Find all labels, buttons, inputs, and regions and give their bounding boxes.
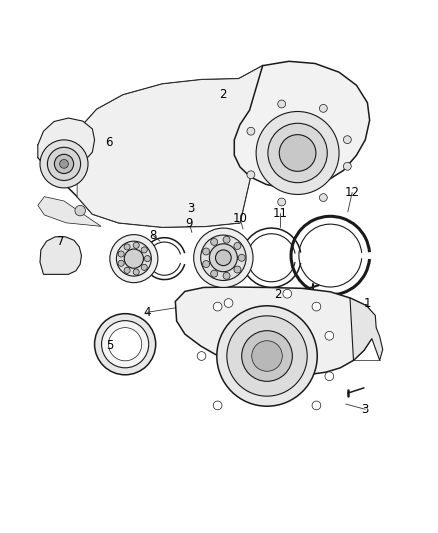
Circle shape bbox=[224, 298, 233, 308]
Circle shape bbox=[234, 266, 241, 273]
Circle shape bbox=[312, 302, 321, 311]
Text: 12: 12 bbox=[345, 186, 360, 199]
Polygon shape bbox=[234, 61, 370, 189]
Circle shape bbox=[141, 247, 147, 253]
Circle shape bbox=[124, 244, 130, 250]
Text: 7: 7 bbox=[57, 235, 65, 248]
Ellipse shape bbox=[124, 249, 144, 268]
Ellipse shape bbox=[60, 159, 68, 168]
Circle shape bbox=[238, 254, 245, 261]
Circle shape bbox=[343, 163, 351, 170]
Ellipse shape bbox=[102, 321, 149, 368]
Circle shape bbox=[211, 270, 218, 277]
Circle shape bbox=[141, 264, 147, 270]
Polygon shape bbox=[175, 287, 375, 375]
Polygon shape bbox=[77, 66, 263, 227]
Ellipse shape bbox=[95, 313, 155, 375]
Circle shape bbox=[319, 193, 327, 201]
Text: 4: 4 bbox=[143, 306, 151, 319]
Polygon shape bbox=[38, 118, 95, 169]
Circle shape bbox=[197, 352, 206, 360]
Ellipse shape bbox=[227, 316, 307, 396]
Circle shape bbox=[203, 248, 210, 255]
Circle shape bbox=[278, 198, 286, 206]
Text: 9: 9 bbox=[186, 217, 193, 230]
Ellipse shape bbox=[54, 154, 74, 174]
Circle shape bbox=[223, 272, 230, 279]
Circle shape bbox=[319, 104, 327, 112]
Text: 3: 3 bbox=[362, 403, 369, 416]
Circle shape bbox=[283, 289, 292, 298]
Circle shape bbox=[213, 401, 222, 410]
Polygon shape bbox=[350, 298, 383, 360]
Text: 11: 11 bbox=[272, 207, 288, 220]
Ellipse shape bbox=[47, 147, 81, 181]
Ellipse shape bbox=[209, 244, 237, 272]
Circle shape bbox=[133, 269, 139, 275]
Text: 10: 10 bbox=[233, 212, 247, 225]
Polygon shape bbox=[40, 237, 81, 274]
Ellipse shape bbox=[201, 235, 246, 280]
Ellipse shape bbox=[268, 123, 327, 183]
Circle shape bbox=[247, 127, 255, 135]
Ellipse shape bbox=[117, 241, 151, 276]
Circle shape bbox=[213, 302, 222, 311]
Circle shape bbox=[247, 171, 255, 179]
Ellipse shape bbox=[217, 306, 317, 406]
Ellipse shape bbox=[252, 341, 283, 372]
Circle shape bbox=[118, 251, 124, 257]
Ellipse shape bbox=[242, 330, 292, 381]
Circle shape bbox=[203, 261, 210, 268]
Ellipse shape bbox=[256, 111, 339, 195]
Ellipse shape bbox=[215, 250, 231, 265]
Text: 2: 2 bbox=[274, 288, 282, 301]
Circle shape bbox=[133, 243, 139, 248]
Text: 8: 8 bbox=[149, 229, 156, 241]
Circle shape bbox=[211, 238, 218, 245]
Circle shape bbox=[278, 100, 286, 108]
Circle shape bbox=[75, 205, 85, 216]
Circle shape bbox=[145, 256, 150, 262]
Circle shape bbox=[343, 136, 351, 143]
Text: 6: 6 bbox=[105, 135, 113, 149]
Ellipse shape bbox=[40, 140, 88, 188]
Polygon shape bbox=[38, 197, 101, 227]
Circle shape bbox=[325, 372, 334, 381]
Circle shape bbox=[124, 268, 130, 273]
Text: 1: 1 bbox=[364, 297, 371, 310]
Ellipse shape bbox=[279, 135, 316, 171]
Circle shape bbox=[234, 243, 241, 249]
Circle shape bbox=[312, 401, 321, 410]
Text: 2: 2 bbox=[219, 88, 227, 101]
Ellipse shape bbox=[194, 228, 253, 287]
Text: 3: 3 bbox=[187, 202, 194, 215]
Text: 5: 5 bbox=[106, 338, 113, 352]
Ellipse shape bbox=[110, 235, 158, 282]
Circle shape bbox=[118, 260, 124, 266]
Ellipse shape bbox=[109, 328, 142, 361]
Circle shape bbox=[325, 332, 334, 340]
Circle shape bbox=[223, 236, 230, 243]
